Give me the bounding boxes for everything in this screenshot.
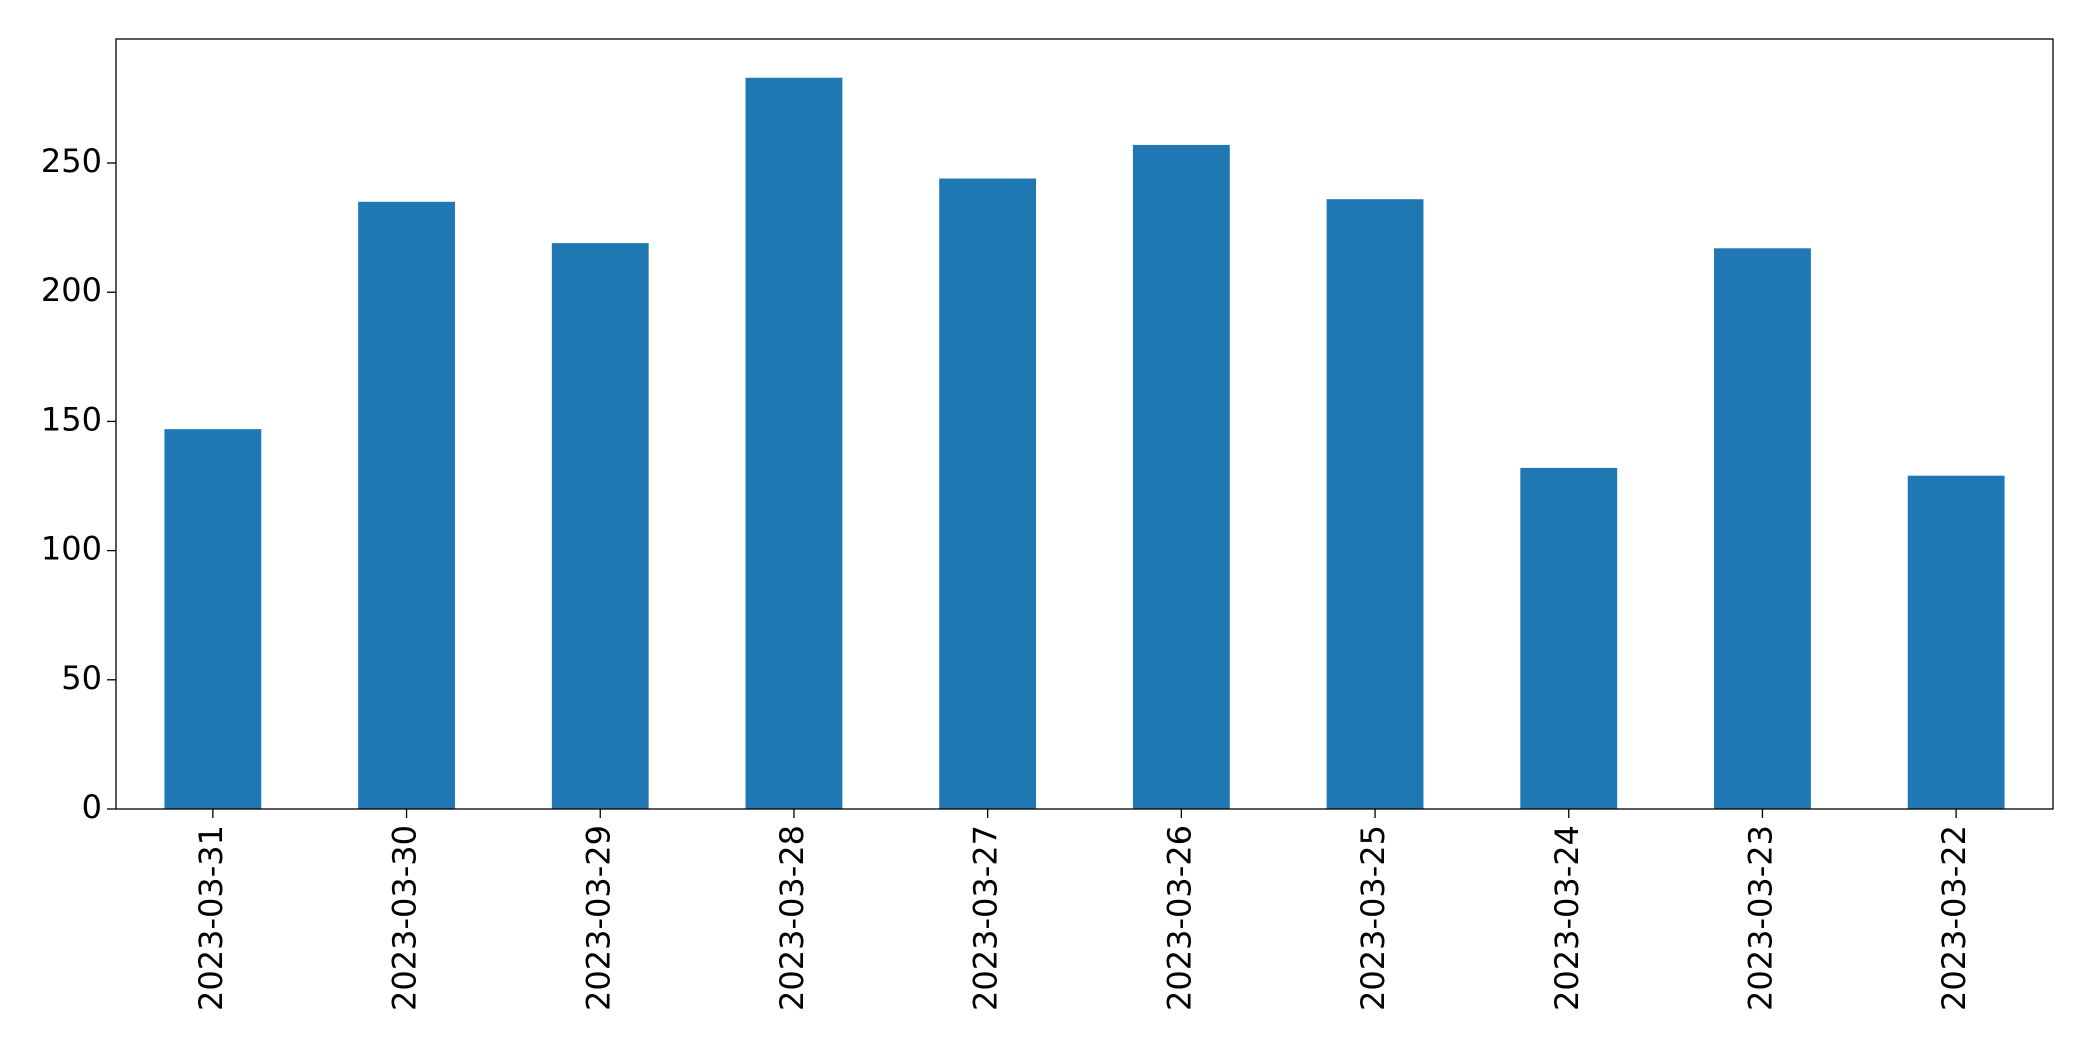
x-tick-label: 2023-03-27	[967, 825, 1005, 1011]
bar	[358, 201, 455, 810]
x-tick-label: 2023-03-24	[1548, 825, 1586, 1011]
y-tick-label: 0	[82, 788, 102, 826]
bar	[551, 243, 649, 810]
bar	[745, 77, 843, 809]
x-tick-label: 2023-03-29	[579, 825, 617, 1011]
x-tick-label: 2023-03-31	[192, 825, 230, 1011]
y-tick-label: 100	[41, 530, 102, 568]
x-tick-label: 2023-03-23	[1741, 825, 1779, 1011]
plot-frame	[115, 38, 2054, 810]
y-tick-label: 200	[41, 271, 102, 309]
y-tick-label: 50	[61, 659, 102, 697]
y-tick-label: 250	[41, 142, 102, 180]
x-tick-label: 2023-03-26	[1160, 825, 1198, 1011]
bar	[1907, 475, 2005, 809]
bar	[1132, 144, 1230, 810]
x-tick-label: 2023-03-22	[1935, 825, 1973, 1011]
x-tick-label: 2023-03-25	[1354, 825, 1392, 1011]
bar	[1714, 248, 1811, 810]
x-tick-label: 2023-03-28	[773, 825, 811, 1011]
y-tick-label: 150	[41, 400, 102, 438]
bar	[1520, 467, 1618, 809]
bar	[939, 178, 1037, 809]
bar	[164, 429, 262, 809]
x-tick-label: 2023-03-30	[386, 825, 424, 1011]
bar	[1326, 199, 1424, 809]
